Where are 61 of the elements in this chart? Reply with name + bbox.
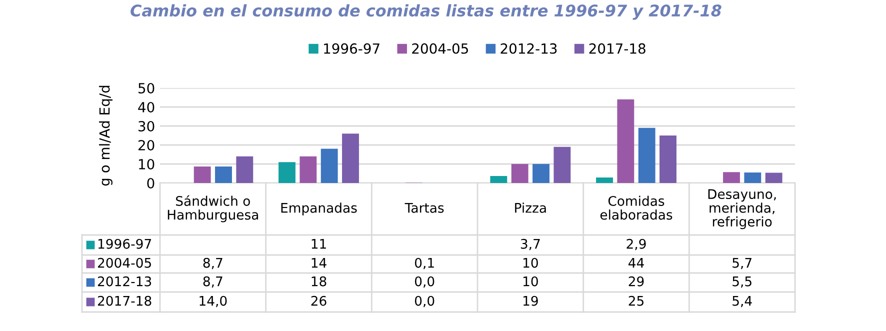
bar (215, 166, 232, 183)
data-label: 2,9 (626, 238, 646, 250)
bar (638, 128, 656, 183)
data-label: 5,4 (732, 296, 752, 308)
data-label: 26 (311, 296, 326, 306)
data-label: 29 (628, 276, 644, 286)
y-tick-label: 10 (138, 158, 154, 170)
y-tick-label: 40 (138, 102, 154, 112)
bar (765, 172, 782, 183)
x-tick-label: Tartas (404, 203, 444, 213)
bar (300, 156, 317, 183)
text: 2004-05 (98, 258, 151, 268)
legend-label: 2017-18 (589, 43, 646, 54)
bar (511, 164, 528, 183)
data-label: 44 (628, 258, 644, 268)
y-tick-label: 0 (147, 178, 154, 188)
bar (236, 156, 254, 183)
bar (342, 134, 359, 183)
data-label: 5,5 (732, 276, 752, 288)
data-label: 5,7 (732, 258, 752, 270)
data-label: 10 (523, 276, 538, 286)
chart-title: Cambio en el consumo de comidas listas entre 1996-97 y 2017-18 (130, 4, 722, 20)
x-tick-label: Desayuno, merienda, refrigerio (708, 189, 776, 230)
data-label: 18 (312, 276, 326, 286)
data-label: 11 (312, 239, 326, 249)
data-label: 0,0 (414, 296, 434, 308)
bar (744, 172, 762, 183)
bar (320, 148, 338, 183)
legend-label: 2004-05 (412, 43, 468, 54)
bar (490, 176, 508, 183)
data-label: 3,7 (520, 238, 540, 250)
x-tick-label: Empanadas (281, 202, 357, 216)
y-tick-label: 20 (138, 140, 154, 150)
data-label: 19 (523, 296, 538, 306)
x-tick-label: Pizza (515, 202, 546, 213)
bar (194, 166, 211, 183)
text: 2012-13 (98, 276, 152, 286)
data-label: 0,1 (414, 258, 434, 270)
data-label: 0,0 (414, 276, 434, 288)
y-tick-label: 50 (138, 82, 154, 94)
bar (278, 162, 296, 183)
data-label: 8,7 (203, 258, 222, 270)
bar (723, 172, 740, 183)
data-label: 10 (523, 258, 538, 268)
y-tick-label: 30 (138, 120, 154, 132)
text: 2017-18 (98, 296, 152, 306)
text: 1996-97 (98, 238, 151, 249)
legend-label: 2012-13 (500, 43, 557, 54)
bar (660, 136, 676, 183)
data-label: 25 (628, 296, 644, 306)
data-label: 14 (312, 258, 326, 268)
bar (532, 164, 550, 183)
x-tick-label: Sándwich o Hamburguesa (168, 195, 258, 222)
bar (554, 146, 571, 183)
data-label: 14,0 (200, 296, 227, 308)
bar (617, 99, 634, 183)
y-axis-title: g o ml/Ad Eq/d (99, 86, 112, 186)
legend-label: 1996-97 (324, 43, 380, 54)
bar (596, 177, 613, 183)
x-tick-label: Comidas elaboradas (600, 196, 672, 220)
data-label: 8,7 (203, 276, 222, 288)
